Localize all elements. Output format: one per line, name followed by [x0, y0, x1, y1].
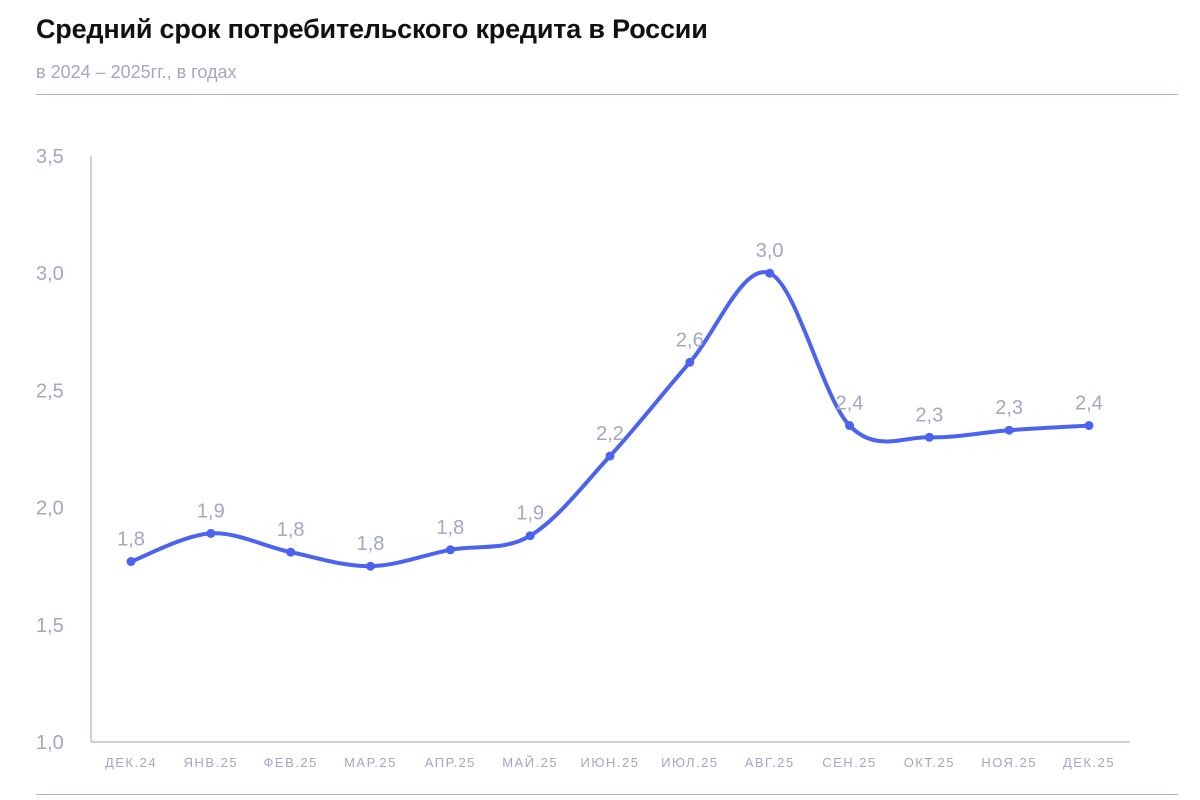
- x-axis-ticks: ДЕК.24 ЯНВ.25 ФЕВ.25 МАР.25 АПР.25 МАЙ.25 ИЮН.…: [105, 755, 1115, 770]
- x-tick-label: МАР.25: [344, 755, 397, 770]
- data-label: 3,0: [756, 240, 784, 262]
- data-point: [206, 528, 216, 538]
- data-label: 2,4: [1075, 393, 1103, 415]
- y-tick-label: 2,0: [36, 498, 64, 520]
- x-tick-label: СЕН.25: [822, 755, 877, 770]
- chart-axes: [90, 156, 1130, 743]
- data-point: [924, 432, 934, 442]
- data-label: 1,8: [436, 517, 464, 539]
- data-point: [1004, 425, 1014, 435]
- data-label: 1,9: [197, 500, 225, 522]
- data-point: [366, 561, 375, 571]
- data-point: [605, 451, 615, 461]
- y-tick-label: 3,0: [36, 263, 64, 285]
- data-label: 2,2: [596, 423, 624, 445]
- x-tick-label: ОКТ.25: [904, 755, 955, 770]
- data-label: 2,4: [836, 393, 864, 415]
- x-tick-label: ДЕК.25: [1063, 755, 1115, 770]
- data-label: 1,9: [516, 503, 544, 525]
- data-point: [445, 545, 455, 555]
- y-tick-label: 1,0: [36, 732, 64, 754]
- x-tick-label: АПР.25: [425, 755, 476, 770]
- data-label: 2,3: [995, 397, 1023, 419]
- footer-divider: [36, 794, 1178, 795]
- data-point: [126, 557, 136, 567]
- data-point: [765, 268, 775, 278]
- data-point: [685, 357, 695, 367]
- x-tick-label: ИЮН.25: [581, 755, 640, 770]
- x-tick-label: ДЕК.24: [105, 755, 157, 770]
- x-tick-label: МАЙ.25: [502, 755, 558, 770]
- data-point: [1084, 421, 1094, 431]
- x-tick-label: АВГ.25: [745, 755, 795, 770]
- data-point: [286, 547, 296, 557]
- y-tick-label: 1,5: [36, 615, 64, 637]
- data-point: [525, 531, 535, 541]
- chart-title: Средний срок потребительского кредита в …: [36, 14, 708, 44]
- data-label: 1,8: [117, 529, 145, 551]
- data-label: 2,6: [676, 329, 704, 351]
- x-tick-label: НОЯ.25: [981, 755, 1037, 770]
- y-tick-label: 3,5: [36, 146, 64, 168]
- series-line-group: [129, 270, 1091, 569]
- y-tick-label: 2,5: [36, 380, 64, 402]
- x-tick-label: ЯНВ.25: [184, 755, 239, 770]
- x-tick-label: ИЮЛ.25: [661, 755, 719, 770]
- chart-subtitle: в 2024 – 2025гг., в годах: [36, 62, 237, 82]
- data-point: [845, 421, 854, 431]
- x-tick-label: ФЕВ.25: [264, 755, 318, 770]
- header-divider: [36, 94, 1178, 95]
- series-line: [129, 270, 1091, 569]
- data-label: 2,3: [915, 404, 943, 426]
- data-labels: 1,8 1,9 1,8 1,8 1,8 1,9 2,2 2,6 3,0 2,4 2,3 2,3 2,4: [117, 240, 1103, 555]
- y-axis-ticks: 1,0 1,5 2,0 2,5 3,0 3,5: [36, 146, 64, 754]
- data-label: 1,8: [277, 519, 305, 541]
- data-label: 1,8: [357, 533, 385, 555]
- series-points: [126, 268, 1094, 571]
